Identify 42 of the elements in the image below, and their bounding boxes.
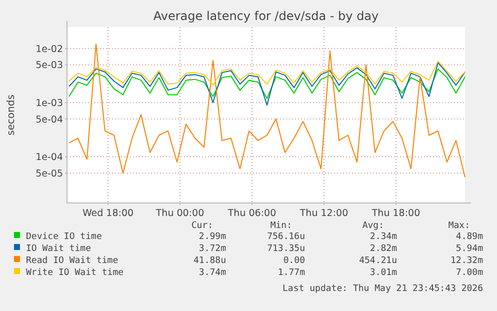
legend-label: Read IO Wait time — [26, 256, 118, 266]
x-tick-label: Thu 12:00 — [298, 208, 348, 219]
text: 1.77m — [278, 268, 305, 278]
text: 3.01m — [370, 268, 397, 278]
line-series — [68, 44, 466, 178]
text: 3.72m — [198, 244, 226, 254]
legend-label: IO Wait time — [26, 244, 92, 254]
legend-label: Write IO Wait time — [26, 268, 124, 278]
text: 2.34m — [370, 232, 397, 242]
x-tick-label: Thu 18:00 — [370, 208, 420, 219]
text: Max: — [448, 221, 470, 231]
text: 2.99m — [198, 232, 226, 242]
y-tick-label: 5e-04 — [36, 114, 63, 126]
text: 0.00 — [283, 256, 305, 266]
text: 454.21u — [359, 256, 397, 266]
x-tick-label: Thu 00:00 — [154, 208, 204, 219]
text: 41.88u — [193, 256, 226, 266]
text: 713.35u — [267, 244, 305, 254]
y-tick-label: 1e-04 — [36, 152, 63, 164]
text: Cur: — [191, 221, 213, 231]
text: 7.00m — [456, 268, 483, 278]
text: 12.32m — [450, 256, 483, 266]
line-series — [68, 68, 466, 99]
y-tick-label: 1e-02 — [36, 44, 63, 55]
line-series — [68, 60, 466, 86]
x-tick-label: Wed 18:00 — [82, 208, 134, 219]
text: 2.82m — [370, 244, 397, 254]
text: Min: — [270, 221, 292, 231]
text: 4.89m — [456, 232, 483, 242]
line-series — [68, 62, 466, 106]
chart-title: Average latency for /dev/sda - by day — [153, 9, 379, 23]
legend-label: Device IO time — [26, 232, 102, 242]
y-tick-label: 1e-03 — [36, 98, 63, 109]
text: 5.94m — [456, 244, 483, 254]
y-tick-label: 5e-05 — [36, 168, 63, 180]
text: Last update: Thu May 21 23:45:43 2026 — [282, 284, 483, 294]
text: 3.74m — [198, 268, 226, 278]
text: 756.16u — [267, 232, 305, 242]
x-tick-label: Thu 06:00 — [226, 208, 276, 219]
y-tick-label: 5e-03 — [36, 60, 63, 72]
text: Avg: — [362, 221, 384, 231]
y-axis-title: seconds — [6, 94, 17, 136]
